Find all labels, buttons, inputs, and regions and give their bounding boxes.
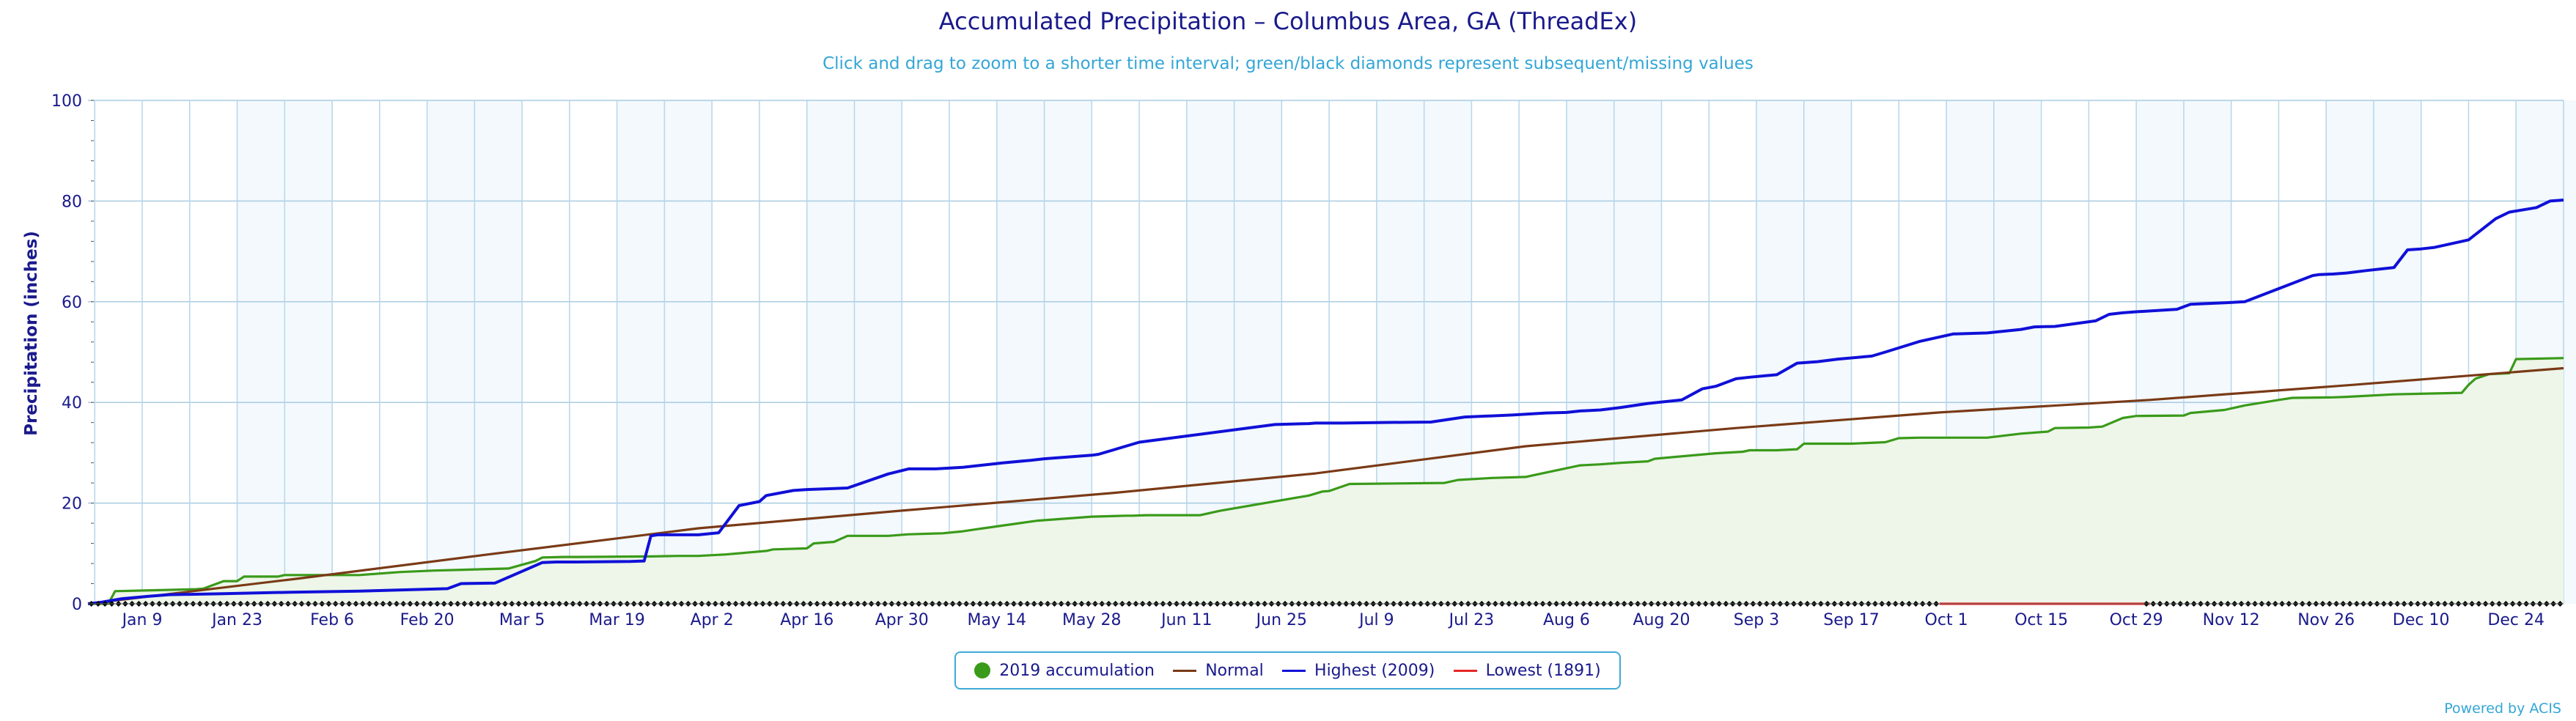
x-tick-label: Nov 26 xyxy=(2297,611,2355,629)
legend-label: Highest (2009) xyxy=(1314,661,1435,680)
x-tick-label: Jun 25 xyxy=(1255,611,1307,629)
x-tick-label: Jan 9 xyxy=(121,611,163,629)
x-tick-label: Mar 5 xyxy=(499,611,545,629)
y-tick-label: 100 xyxy=(51,92,82,111)
y-axis-label: Precipitation (inches) xyxy=(22,231,41,436)
x-tick-label: Sep 3 xyxy=(1734,611,1779,629)
x-tick-label: Jan 23 xyxy=(210,611,262,629)
x-tick-label: Aug 20 xyxy=(1633,611,1690,629)
y-tick-label: 20 xyxy=(62,495,82,514)
x-tick-label: Aug 6 xyxy=(1543,611,1590,629)
x-tick-label: Apr 30 xyxy=(875,611,929,629)
y-tick-label: 40 xyxy=(62,394,82,413)
series-line-0[interactable] xyxy=(88,357,2564,605)
legend-label: Normal xyxy=(1205,661,1264,680)
credits-link[interactable]: Powered by ACIS xyxy=(2444,700,2561,717)
x-tick-label: Feb 20 xyxy=(400,611,455,629)
chart-subtitle: Click and drag to zoom to a shorter time… xyxy=(823,54,1753,73)
x-tick-label: Apr 2 xyxy=(691,611,734,629)
y-tick-label: 80 xyxy=(62,193,82,211)
legend-item-normal[interactable]: Normal xyxy=(1173,662,1264,680)
x-tick-label: May 14 xyxy=(968,611,1026,629)
x-tick-label: Sep 17 xyxy=(1823,611,1879,629)
y-tick-label: 60 xyxy=(62,294,82,312)
series-layer[interactable] xyxy=(87,199,2564,605)
series-line-1[interactable] xyxy=(87,366,2564,605)
x-tick-label: Oct 15 xyxy=(2014,611,2068,629)
x-tick-label: Dec 10 xyxy=(2393,611,2450,629)
series-area-2019 xyxy=(88,358,2564,604)
legend-item-lowest[interactable]: Lowest (1891) xyxy=(1453,661,1601,680)
x-tick-label: Jun 11 xyxy=(1160,611,1212,629)
chart-title: Accumulated Precipitation – Columbus Are… xyxy=(938,7,1638,35)
x-axis: Jan 9 Jan 23 Feb 6 Feb 20 Mar 5 Mar 19 Apr 2 Ap… xyxy=(88,603,2564,629)
x-tick-label: Jul 9 xyxy=(1358,611,1394,629)
x-tick-label: May 28 xyxy=(1062,611,1121,629)
x-tick-label: Oct 29 xyxy=(2110,611,2163,629)
x-tick-label: Oct 1 xyxy=(1925,611,1968,629)
y-axis: 0 20 40 60 80 100 xyxy=(51,92,94,614)
x-tick-label: Mar 19 xyxy=(589,611,645,629)
x-tick-label: Apr 16 xyxy=(780,611,833,629)
legend-line-icon xyxy=(1282,669,1306,672)
legend-line-icon xyxy=(1173,669,1197,672)
legend: 2019 accumulation Normal Highest (2009) … xyxy=(954,651,1621,689)
legend-line-icon xyxy=(1453,669,1477,672)
x-tick-label: Feb 6 xyxy=(310,611,354,629)
x-tick-label: Nov 12 xyxy=(2203,611,2260,629)
legend-label: Lowest (1891) xyxy=(1485,661,1601,680)
x-tick-label: Jul 23 xyxy=(1448,611,1495,629)
legend-dot-icon xyxy=(974,662,991,679)
legend-label: 2019 accumulation xyxy=(999,661,1155,680)
series-line-2[interactable] xyxy=(87,199,2564,605)
legend-item-highest[interactable]: Highest (2009) xyxy=(1282,662,1435,680)
x-tick-label: Dec 24 xyxy=(2487,611,2544,629)
legend-item-2019[interactable]: 2019 accumulation xyxy=(974,662,1155,680)
y-tick-label: 0 xyxy=(72,596,82,614)
